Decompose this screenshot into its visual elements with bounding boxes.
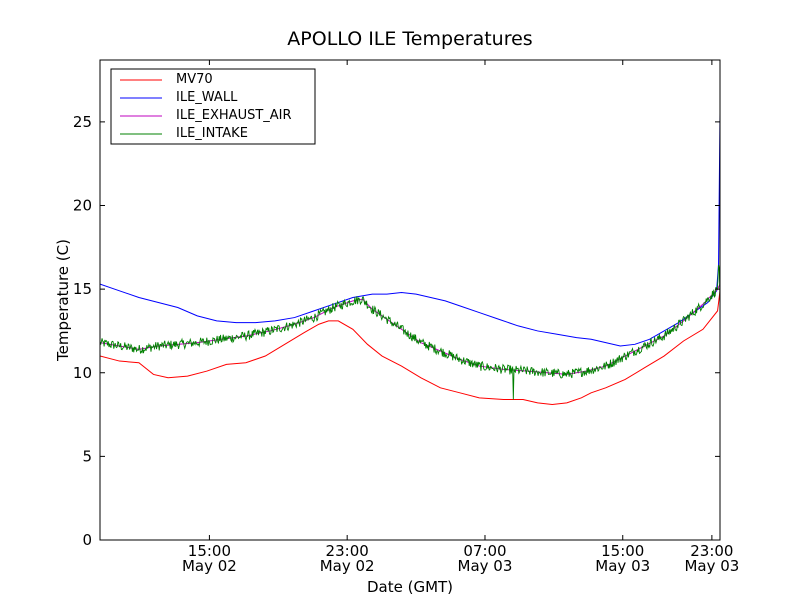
y-axis-label: Temperature (C): [54, 239, 72, 362]
x-tick-label-date: May 02: [182, 557, 237, 575]
legend-label-ile-wall: ILE_WALL: [176, 90, 238, 105]
y-tick-label: 15: [73, 280, 92, 298]
legend-label-ile-exhaust-air: ILE_EXHAUST_AIR: [176, 108, 292, 123]
series-layer: [100, 113, 720, 406]
x-tick-label-time: 07:00: [463, 542, 506, 560]
x-tick-label-date: May 03: [458, 557, 513, 575]
series-line-ile-wall: [100, 113, 720, 347]
y-tick-label: 25: [73, 113, 92, 131]
x-tick-label-time: 15:00: [188, 542, 231, 560]
series-line-ile-intake: [100, 264, 720, 400]
plot-frame: [99, 59, 721, 541]
x-tick-label-date: May 03: [595, 557, 650, 575]
x-tick-label-time: 15:00: [601, 542, 644, 560]
x-axis-label: Date (GMT): [367, 578, 453, 596]
y-tick-label: 0: [82, 531, 92, 549]
legend: MV70 ILE_WALL ILE_EXHAUST_AIR ILE_INTAKE: [110, 68, 316, 145]
y-tick-label: 5: [82, 447, 92, 465]
series-line-mv70: [100, 290, 720, 406]
y-tick-label: 10: [73, 364, 92, 382]
x-tick-label-time: 23:00: [326, 542, 369, 560]
legend-label-ile-intake: ILE_INTAKE: [176, 126, 248, 141]
y-axis: 0 5 10 15 20 25: [73, 113, 720, 549]
legend-box: [110, 68, 316, 145]
y-tick-label: 20: [73, 197, 92, 215]
x-tick-label-date: May 03: [684, 557, 739, 575]
x-tick-label-date: May 02: [320, 557, 375, 575]
x-tick-label-time: 23:00: [690, 542, 733, 560]
chart-title: APOLLO ILE Temperatures: [287, 28, 532, 50]
legend-label-mv70: MV70: [176, 72, 213, 87]
